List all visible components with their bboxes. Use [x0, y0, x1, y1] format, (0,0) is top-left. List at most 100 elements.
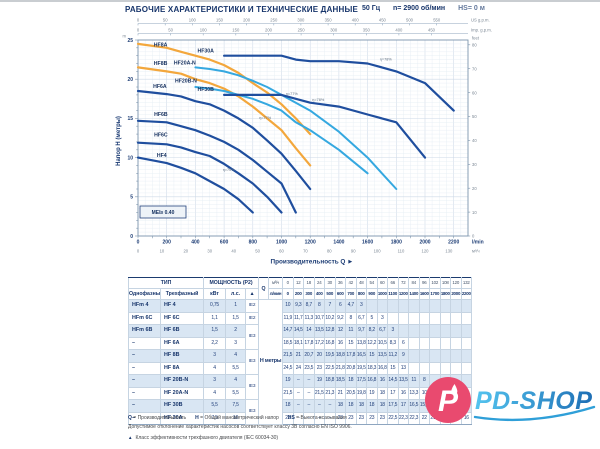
svg-text:Производительность Q ►: Производительность Q ► [271, 259, 354, 266]
head-value: 21,8 [334, 361, 347, 375]
svg-text:20: 20 [472, 186, 477, 191]
svg-text:70: 70 [472, 66, 477, 71]
head-value: 11,9 [282, 311, 294, 325]
pump-model-three-phase: HF 6A [159, 336, 205, 350]
svg-text:5: 5 [130, 195, 133, 201]
head-value: 22,5 [324, 361, 336, 375]
svg-text:0: 0 [137, 18, 140, 23]
head-value: 8,2 [366, 324, 378, 338]
head-value [408, 336, 420, 350]
head-value: 20 [313, 349, 326, 363]
head-value: – [313, 399, 326, 413]
svg-text:0: 0 [137, 240, 140, 246]
head-value: 18 [366, 399, 378, 413]
pd-shop-watermark: P PD-SHOP [425, 377, 596, 423]
q-m3h-value: 30 [324, 277, 336, 289]
head-value: 11 [408, 374, 420, 388]
q-m3h-value: 120 [450, 277, 462, 289]
head-value: 3 [376, 311, 389, 325]
head-value: 12 [334, 324, 347, 338]
svg-text:800: 800 [249, 240, 258, 246]
head-value: – [292, 399, 305, 413]
head-value [439, 336, 452, 350]
svg-text:20: 20 [127, 77, 133, 83]
svg-text:400: 400 [191, 240, 200, 246]
q-m3h-value: 36 [334, 277, 347, 289]
head-value: 14 [303, 324, 315, 338]
svg-text:15: 15 [127, 116, 133, 122]
pump-model-three-phase: HF 6C [159, 311, 205, 325]
q-m3h-value: 42 [345, 277, 357, 289]
ie-class-header: ▲ [245, 288, 260, 300]
power-hp-value: 10 [225, 411, 247, 425]
pump-model-three-phase: HF 8B [159, 349, 205, 363]
q-m3h-value: 18 [303, 277, 315, 289]
pump-model-three-phase: HF 30A [159, 411, 205, 425]
curve-HF20B-N [194, 86, 369, 175]
svg-text:2200: 2200 [448, 240, 459, 246]
power-hp-value: 4 [225, 374, 247, 388]
svg-text:l/min: l/min [472, 240, 484, 246]
head-value [418, 311, 431, 325]
motor-efficiency-class: IE3 [245, 349, 260, 375]
single-phase-header: Однофазный [128, 288, 161, 300]
head-value: 13,5 [397, 374, 410, 388]
svg-text:10: 10 [160, 249, 165, 254]
power-hp-value: 1 [225, 299, 247, 313]
head-value [429, 336, 441, 350]
svg-text:300: 300 [297, 18, 305, 23]
head-value: 16,8 [366, 374, 378, 388]
q-m3h-value: 60 [376, 277, 389, 289]
kw-header: кВт [203, 288, 227, 300]
head-value [460, 324, 473, 338]
svg-text:HF20A-N: HF20A-N [174, 60, 196, 66]
head-value: 9 [397, 349, 410, 363]
head-value: 10,7 [313, 311, 326, 325]
type-header: ТИП [127, 277, 205, 289]
head-value: 17,5 [355, 374, 368, 388]
q-lmin-value: 700 [345, 288, 357, 300]
svg-text:MEI≥ 0.40: MEI≥ 0.40 [152, 210, 175, 216]
motor-efficiency-class: IE3 [245, 374, 260, 400]
svg-text:0: 0 [130, 234, 133, 240]
head-value [387, 299, 399, 313]
q-lmin-value: 200 [292, 288, 305, 300]
q-m3h-value: 84 [408, 277, 420, 289]
q-header: Q [258, 277, 270, 300]
head-value [408, 361, 420, 375]
efficiency-labels: η=70% η=77% η=77% η=78% η=78% [223, 57, 393, 171]
q-lmin-value: 1700 [429, 288, 441, 300]
q-m3h-value: 54 [366, 277, 378, 289]
head-value [418, 349, 431, 363]
head-value: 10,5 [376, 336, 389, 350]
svg-text:2000: 2000 [419, 240, 430, 246]
logo-circle [425, 377, 471, 423]
head-value: 6,7 [355, 311, 368, 325]
power-kw-value: 0,75 [203, 299, 227, 313]
head-value: 19,5 [324, 349, 336, 363]
svg-text:200: 200 [243, 18, 251, 23]
head-value: 8 [313, 299, 326, 313]
head-value: 17,8 [303, 336, 315, 350]
curve-HF30A [222, 54, 455, 112]
pump-model-three-phase: HF 4 [159, 299, 205, 313]
svg-text:0: 0 [137, 249, 140, 254]
q-lmin-value: 1600 [418, 288, 431, 300]
head-value: 24 [292, 361, 305, 375]
table-row: – HF 8B 3 4 IE3 21,5 21 20,7 20 19,5 18,8 17,8 16,5 1… [128, 349, 473, 375]
head-value: 21,5 [282, 386, 294, 400]
head-value [460, 311, 473, 325]
pump-model-single-phase: – [128, 349, 161, 363]
legend-term: HS [287, 415, 295, 421]
power-hp-value: 1,5 [225, 311, 247, 325]
power-kw-value: 3 [203, 374, 227, 388]
q-m3h-value: 24 [313, 277, 326, 289]
head-value: 17 [397, 399, 410, 413]
svg-text:10: 10 [472, 210, 477, 215]
q-m3h-value: 12 [292, 277, 305, 289]
svg-text:350: 350 [325, 18, 333, 23]
head-value [366, 299, 378, 313]
head-value: 19,5 [355, 361, 368, 375]
pump-model-single-phase: – [128, 361, 161, 375]
water-drop-icon [451, 384, 458, 394]
